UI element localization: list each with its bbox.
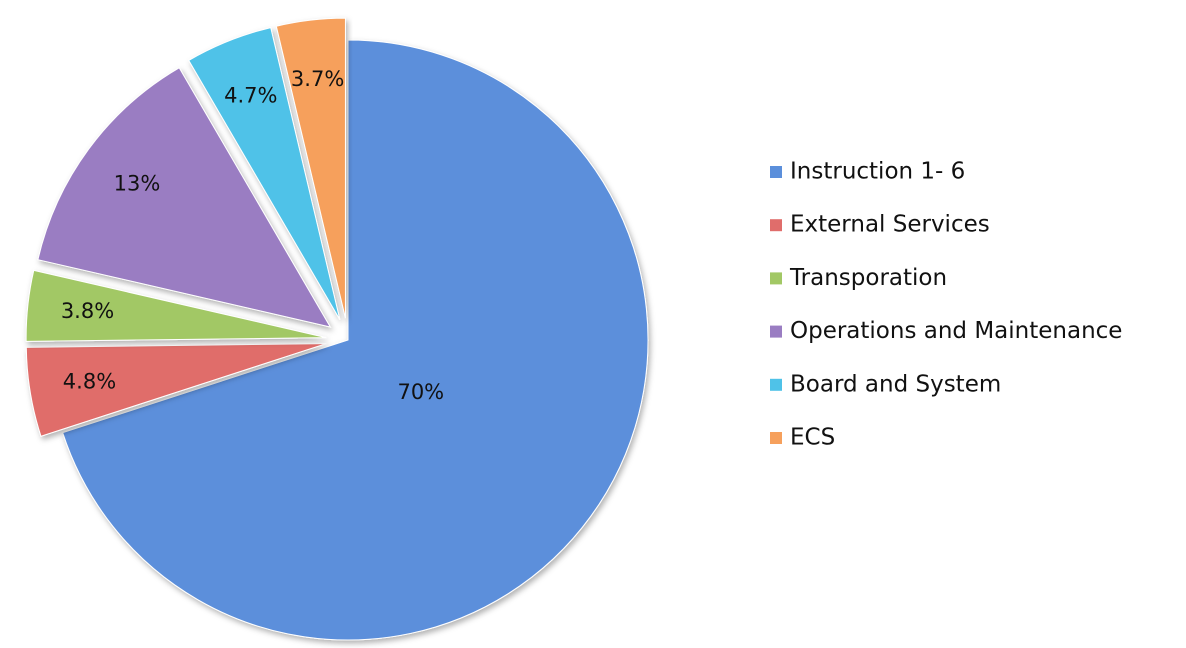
pie-slice: [37, 67, 332, 328]
legend-label: External Services: [790, 212, 990, 238]
data-label: 13%: [114, 172, 161, 196]
legend-swatch: [770, 219, 782, 232]
pie-slice: [188, 27, 341, 320]
legend-label: ECS: [790, 425, 835, 451]
legend-swatch: [770, 166, 782, 178]
pie-slice: [62, 39, 649, 641]
legend-swatch: [770, 272, 782, 285]
data-label: 70%: [397, 380, 444, 404]
data-label: 4.7%: [224, 84, 277, 108]
legend: Instruction 1- 6 External Services Transpo…: [770, 159, 1122, 451]
pie-slice: [25, 343, 327, 437]
legend-label: Board and System: [790, 371, 1001, 397]
data-label: 4.8%: [63, 370, 116, 394]
legend-swatch: [770, 432, 782, 444]
legend-label: Instruction 1- 6: [790, 159, 965, 185]
legend-label: Operations and Maintenance: [790, 318, 1122, 344]
data-label: 3.8%: [61, 299, 114, 323]
pie-slice: [25, 269, 327, 342]
pie: 70% 4.8% 3.8% 13% 4.7% 3.7%: [25, 17, 649, 641]
legend-label: Transporation: [789, 265, 947, 291]
legend-swatch: [770, 325, 782, 338]
pie-slice: [275, 17, 346, 319]
data-label: 3.7%: [291, 67, 344, 91]
legend-swatch: [770, 378, 782, 391]
